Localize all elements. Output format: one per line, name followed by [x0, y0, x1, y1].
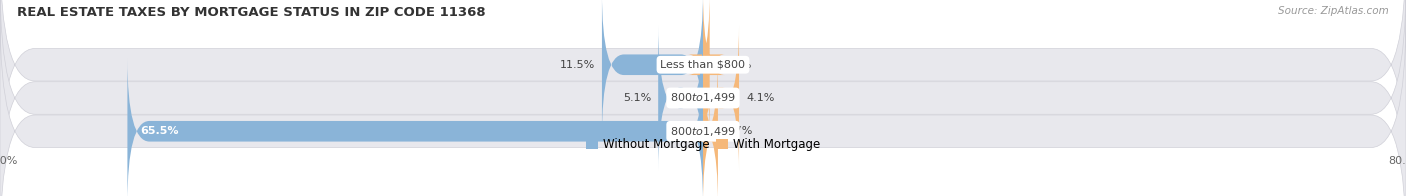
FancyBboxPatch shape [688, 0, 725, 138]
Text: 65.5%: 65.5% [141, 126, 179, 136]
FancyBboxPatch shape [696, 58, 725, 196]
Text: Less than $800: Less than $800 [661, 60, 745, 70]
FancyBboxPatch shape [0, 15, 1406, 196]
Text: $800 to $1,499: $800 to $1,499 [671, 125, 735, 138]
Legend: Without Mortgage, With Mortgage: Without Mortgage, With Mortgage [581, 133, 825, 156]
Text: 4.1%: 4.1% [747, 93, 775, 103]
FancyBboxPatch shape [128, 58, 703, 196]
Text: Source: ZipAtlas.com: Source: ZipAtlas.com [1278, 6, 1389, 16]
FancyBboxPatch shape [0, 0, 1406, 181]
FancyBboxPatch shape [602, 0, 703, 138]
Text: 11.5%: 11.5% [560, 60, 595, 70]
Text: $800 to $1,499: $800 to $1,499 [671, 92, 735, 104]
Text: 5.1%: 5.1% [623, 93, 651, 103]
Text: 1.7%: 1.7% [725, 126, 754, 136]
Text: REAL ESTATE TAXES BY MORTGAGE STATUS IN ZIP CODE 11368: REAL ESTATE TAXES BY MORTGAGE STATUS IN … [17, 6, 485, 19]
Text: 0.76%: 0.76% [717, 60, 752, 70]
FancyBboxPatch shape [658, 25, 703, 171]
FancyBboxPatch shape [703, 25, 740, 171]
